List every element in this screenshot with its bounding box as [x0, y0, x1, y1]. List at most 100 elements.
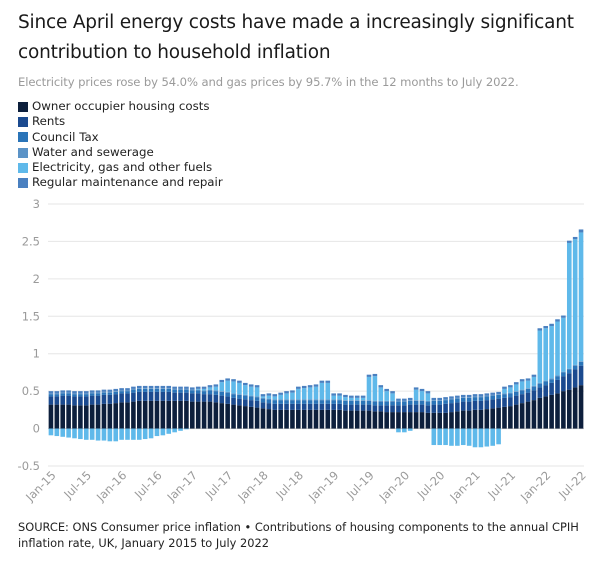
bar-segment — [237, 398, 242, 406]
bar-segment — [502, 388, 507, 394]
bar-segment — [443, 399, 448, 401]
x-tick-label: Jan-20 — [376, 468, 412, 504]
bar-segment — [566, 389, 572, 429]
bar-segment — [142, 428, 148, 440]
bar-segment — [160, 385, 166, 389]
bar-segment — [254, 397, 260, 401]
bar-segment — [455, 397, 460, 399]
bar-segment — [449, 396, 454, 399]
bar-segment — [95, 404, 101, 429]
bar-segment — [337, 393, 342, 396]
bar-segment — [402, 428, 407, 433]
bar-segment — [343, 400, 348, 401]
bar-segment — [396, 428, 401, 433]
bar-segment — [402, 400, 407, 402]
bar-segment — [337, 403, 342, 410]
bar-segment — [260, 394, 266, 397]
bar-segment — [137, 388, 142, 392]
bar-segment — [290, 400, 295, 404]
legend-label: Electricity, gas and other fuels — [32, 160, 213, 175]
x-tick-label: Jul-15 — [60, 468, 94, 502]
bar-segment — [131, 428, 136, 440]
bar-segment — [402, 398, 407, 401]
bar-segment — [390, 412, 395, 429]
bar-segment — [455, 402, 460, 412]
bar-segment — [48, 428, 54, 436]
bar-segment — [331, 395, 336, 400]
bar-segment — [260, 408, 266, 429]
bar-segment — [513, 404, 519, 429]
bar-segment — [284, 400, 289, 404]
bar-segment — [243, 394, 248, 396]
bar-segment — [184, 386, 189, 389]
x-tick-label: Jul-19 — [343, 468, 377, 502]
bar-segment — [496, 394, 501, 399]
bar-segment — [125, 428, 130, 440]
bar-segment — [490, 408, 495, 429]
bar-segment — [384, 412, 389, 429]
bar-segment — [484, 409, 490, 429]
bar-segment — [225, 403, 230, 429]
bar-segment — [566, 240, 572, 243]
bar-segment — [190, 401, 195, 429]
bar-segment — [172, 428, 177, 433]
bar-segment — [466, 397, 472, 398]
bar-segment — [107, 389, 113, 392]
bar-segment — [131, 388, 136, 390]
bar-segment — [213, 391, 219, 395]
bar-segment — [48, 393, 54, 395]
bar-segment — [366, 374, 372, 377]
bar-segment — [272, 400, 278, 404]
bar-segment — [225, 378, 230, 381]
bar-segment — [407, 400, 413, 405]
bar-segment — [484, 396, 490, 401]
bar-segment — [160, 388, 166, 389]
bar-segment — [319, 400, 325, 404]
bar-segment — [207, 390, 213, 395]
bar-segment — [525, 378, 531, 381]
bar-segment — [154, 391, 160, 401]
legend-item-council-tax: Council Tax — [18, 130, 223, 145]
bar-segment — [396, 405, 401, 413]
bar-segment — [219, 391, 225, 392]
bar-segment — [54, 394, 60, 397]
bar-segment — [578, 361, 584, 366]
bar-segment — [213, 386, 219, 391]
bar-segment — [78, 428, 83, 440]
bar-segment — [219, 379, 225, 383]
bar-segment — [154, 428, 160, 437]
bar-segment — [78, 396, 83, 406]
bar-segment — [343, 394, 348, 398]
y-tick-label: 2.5 — [22, 234, 40, 248]
bar-segment — [455, 428, 460, 446]
bar-segment — [378, 387, 384, 401]
bar-segment — [502, 394, 507, 398]
bar-segment — [313, 386, 319, 400]
bar-segment — [201, 391, 207, 395]
bar-segment — [248, 406, 254, 429]
bar-segment — [195, 390, 201, 394]
bar-segment — [460, 397, 466, 402]
bar-segment — [449, 403, 454, 413]
bar-segment — [537, 328, 543, 331]
bar-segment — [284, 393, 289, 400]
bar-segment — [101, 403, 107, 429]
bar-segment — [455, 398, 460, 403]
bar-segment — [466, 394, 472, 398]
bar-segment — [525, 388, 531, 389]
legend-swatch — [18, 116, 28, 127]
bar-segment — [531, 390, 537, 401]
bar-segment — [142, 388, 148, 392]
bar-segment — [513, 391, 519, 392]
bar-segment — [419, 388, 425, 392]
bar-segment — [460, 410, 466, 429]
bar-segment — [455, 411, 460, 429]
bar-segment — [89, 395, 95, 405]
bar-segment — [248, 396, 254, 401]
bar-segment — [301, 385, 307, 389]
bar-segment — [290, 403, 295, 410]
bar-segment — [231, 394, 236, 398]
bar-segment — [137, 391, 142, 401]
bar-segment — [543, 385, 549, 397]
bar-segment — [531, 400, 537, 429]
